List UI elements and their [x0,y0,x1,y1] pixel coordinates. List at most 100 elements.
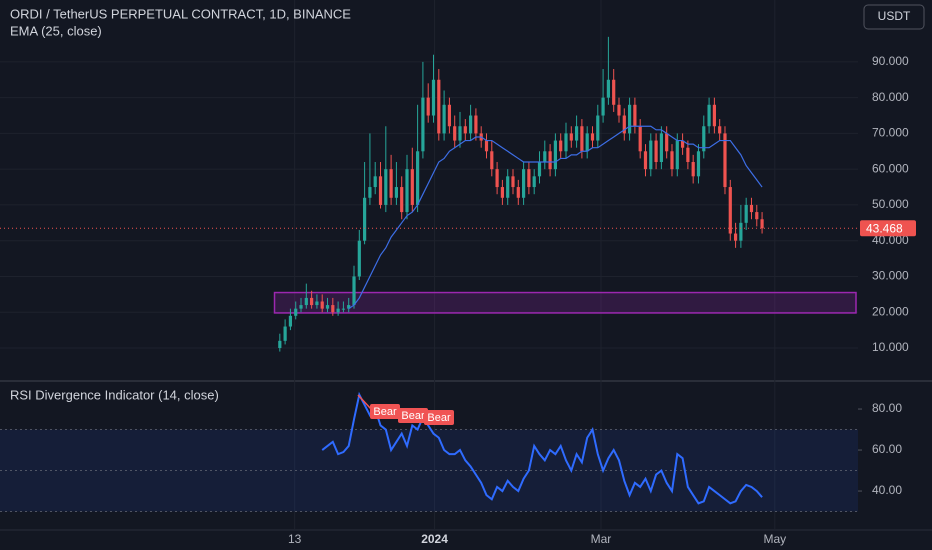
y-tick-label: 30.000 [872,269,909,283]
candle-body [659,133,663,163]
candle-body [347,305,351,309]
candle-body [707,104,711,127]
candle-body [559,140,563,152]
x-tick-label: Mar [591,532,612,546]
indicator-label: EMA (25, close) [10,23,102,38]
y-tick-label: 60.000 [872,161,909,175]
candle-body [378,176,383,205]
candle-body [368,187,372,198]
last-price-box [860,220,916,237]
candle-body [506,176,510,198]
y-tick-label: 10.000 [872,340,909,354]
candle-body [320,301,324,309]
y-tick-label: 70.000 [872,126,909,140]
annotation: Bear [373,406,397,418]
annotation-box [398,408,428,423]
candle-body [421,97,425,152]
candle-body [516,187,520,198]
candle-body [453,126,457,141]
candle-body [283,326,287,341]
candle-body [670,151,674,170]
candle-body [728,187,732,234]
candle-body [315,301,319,306]
candle-body [442,104,446,134]
candle-body [495,169,499,188]
x-tick-label: 2024 [421,532,448,546]
candle-body [537,162,542,177]
candle-body [643,151,648,170]
candle-body [431,79,436,116]
candle-body [437,79,441,134]
candle-body [484,140,489,152]
candle-body [723,133,727,188]
rsi-band [0,429,858,512]
annotation-box [370,404,400,419]
candle-body [490,151,494,170]
candle-body [627,104,632,134]
candle-body [564,133,568,152]
annotation: Bear [401,410,425,422]
candle-body [755,212,759,220]
candle-body [278,340,282,348]
candle-body [511,176,515,188]
candle-body [389,169,393,198]
candle-body [633,104,637,127]
last-price-label: 43.468 [866,221,903,235]
candle-body [744,204,748,223]
marks [0,36,862,513]
y-tick-label: 20.000 [872,304,909,318]
rsi-line [321,391,763,505]
candle-body [458,126,462,141]
candle-body [299,305,303,309]
x-tick-label: May [763,532,786,546]
candle-body [649,140,653,170]
candle-body [426,97,430,116]
annotation-box [424,410,454,425]
candle-body [680,140,685,148]
candle-body [394,187,399,198]
candle-body [739,222,743,241]
candle-body [469,115,473,134]
candle-body [357,240,361,277]
zone [273,291,857,314]
candle-body [569,133,573,141]
candle-body [760,219,764,229]
candle-body [665,133,669,152]
candle-body [596,115,600,141]
candle-body [622,115,626,134]
annotation: Bear [427,412,451,424]
candle-body [601,97,605,116]
candle-body [606,79,610,98]
candle-body [288,315,293,327]
candle-body [675,140,679,170]
candle-body [548,151,552,170]
currency-button[interactable] [863,4,925,30]
candle-body [310,297,314,306]
candle-body [702,126,706,152]
candle-body [384,169,388,205]
candle-body [686,147,690,163]
candle-body [612,79,616,105]
candle-body [527,169,531,188]
y-tick-label: 90.000 [872,54,909,68]
candle-body [447,104,452,127]
candle-body [749,204,754,213]
candle-body [400,187,404,213]
currency-label: USDT [878,9,911,23]
candle-body [580,126,584,152]
candle-body [521,169,526,198]
candle-body [638,126,642,152]
x-tick-label: 13 [288,532,302,546]
candle-body [363,197,367,241]
candle-body [331,305,335,313]
candle-body [553,140,557,170]
candle-body [294,308,298,316]
candle-body [410,169,414,205]
candle-body [336,308,340,313]
candle-body [543,151,547,163]
candle-body [617,104,621,116]
candle-body [500,187,504,198]
